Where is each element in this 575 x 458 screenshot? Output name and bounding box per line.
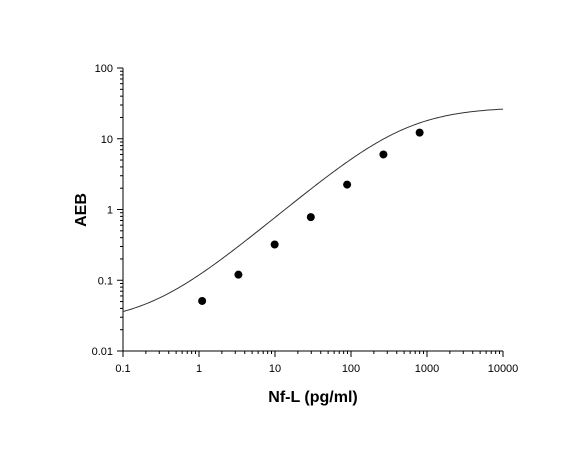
y-axis-title: AEB xyxy=(73,193,90,227)
x-tick-label: 10 xyxy=(269,363,281,375)
data-point xyxy=(306,213,315,222)
x-axis-title: Nf-L (pg/ml) xyxy=(268,389,357,406)
y-tick-label: 0.1 xyxy=(98,275,113,287)
data-points xyxy=(198,128,424,305)
fit-curve-layer xyxy=(122,108,504,313)
x-tick-label: 1000 xyxy=(415,363,439,375)
y-tick-label: 1 xyxy=(107,205,113,217)
data-point xyxy=(198,296,207,305)
data-point xyxy=(343,180,352,189)
data-point xyxy=(415,128,424,137)
y-tick-label: 0.01 xyxy=(92,346,113,358)
data-point xyxy=(379,150,388,159)
y-tick-label: 100 xyxy=(95,63,113,75)
x-tick-label: 10000 xyxy=(488,363,519,375)
x-tick-label: 0.1 xyxy=(115,363,130,375)
x-tick-label: 100 xyxy=(342,363,360,375)
x-tick-label: 1 xyxy=(196,363,202,375)
data-point xyxy=(234,270,243,279)
fit-curve xyxy=(122,108,504,313)
y-tick-label: 10 xyxy=(101,134,113,146)
data-point xyxy=(270,240,279,249)
